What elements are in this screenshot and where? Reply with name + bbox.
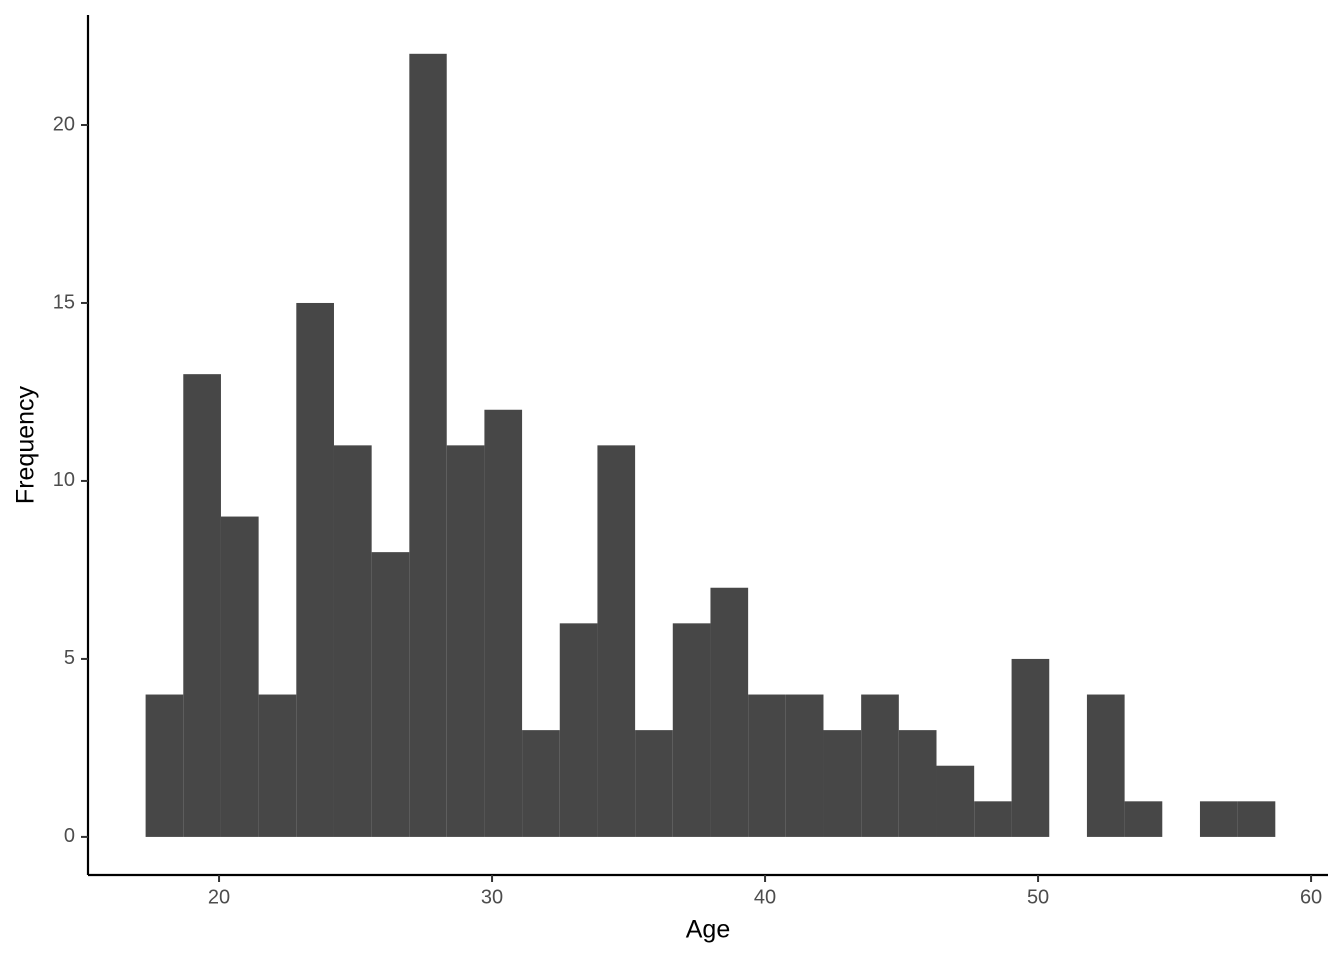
- bar: [333, 445, 372, 837]
- bar: [1011, 658, 1050, 837]
- bar: [861, 694, 899, 837]
- bar: [823, 730, 862, 837]
- bar: [296, 302, 334, 837]
- bar: [936, 765, 975, 837]
- bar: [785, 694, 824, 837]
- y-tick-label: 5: [64, 647, 75, 669]
- bar: [1124, 801, 1163, 837]
- bar: [484, 409, 523, 837]
- x-tick-label: 60: [1300, 886, 1322, 908]
- bar: [446, 445, 485, 837]
- bar: [672, 623, 711, 837]
- y-tick-label: 15: [53, 291, 75, 313]
- bar: [258, 694, 297, 837]
- bar: [220, 516, 259, 837]
- bar: [635, 730, 673, 837]
- x-tick-label: 20: [208, 886, 230, 908]
- y-tick-label: 10: [53, 469, 75, 491]
- bar: [1086, 694, 1125, 837]
- bar: [522, 730, 560, 837]
- bar: [559, 623, 598, 837]
- bar: [371, 552, 410, 837]
- bar: [183, 374, 221, 837]
- x-axis-title: Age: [686, 916, 730, 944]
- x-tick-label: 30: [481, 886, 503, 908]
- bar: [597, 445, 636, 837]
- y-tick-label: 20: [53, 113, 75, 135]
- bar: [710, 587, 749, 837]
- bar: [145, 694, 184, 837]
- y-axis-title: Frequency: [12, 385, 40, 504]
- bar: [1237, 801, 1276, 837]
- bar: [748, 694, 786, 837]
- bar: [898, 730, 937, 837]
- bar: [1199, 801, 1238, 837]
- bar: [974, 801, 1012, 837]
- x-tick-label: 40: [754, 886, 776, 908]
- x-tick-label: 50: [1027, 886, 1049, 908]
- y-tick-label: 0: [64, 825, 75, 847]
- bar: [409, 53, 447, 837]
